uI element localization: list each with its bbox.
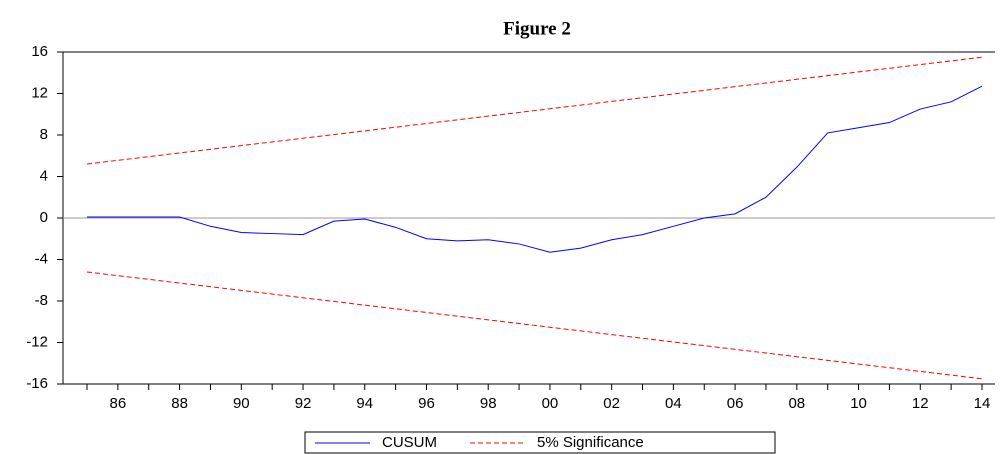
y-tick-label: 16 [31,43,48,60]
chart-title: Figure 2 [503,18,571,39]
series-line [86,56,983,165]
x-tick-label: 98 [480,395,497,412]
y-tick-label: 0 [40,209,48,226]
y-tick-label: 4 [40,167,48,184]
x-tick-label: 00 [542,395,559,412]
x-tick-label: 12 [912,395,929,412]
y-tick-label: -4 [35,250,48,267]
y-tick-label: -16 [26,375,48,392]
x-tick-label: 94 [356,395,373,412]
legend-label: 5% Significance [537,434,644,451]
x-tick-label: 96 [418,395,435,412]
y-tick-label: 12 [31,84,48,101]
legend-label: CUSUM [382,434,437,451]
x-tick-label: 86 [110,395,127,412]
x-tick-label: 92 [295,395,312,412]
series-line [87,85,983,253]
x-tick-label: 88 [171,395,188,412]
x-tick-label: 04 [665,395,682,412]
x-tick-label: 90 [233,395,250,412]
y-tick-label: 8 [40,126,48,143]
x-tick-label: 06 [727,395,744,412]
legend-box [304,431,776,454]
y-tick-label: -12 [26,333,48,350]
x-tick-label: 14 [974,395,991,412]
x-tick-label: 08 [788,395,805,412]
x-tick-label: 10 [850,395,867,412]
series-line [86,271,983,380]
y-tick-label: -8 [35,292,48,309]
x-tick-label: 02 [603,395,620,412]
